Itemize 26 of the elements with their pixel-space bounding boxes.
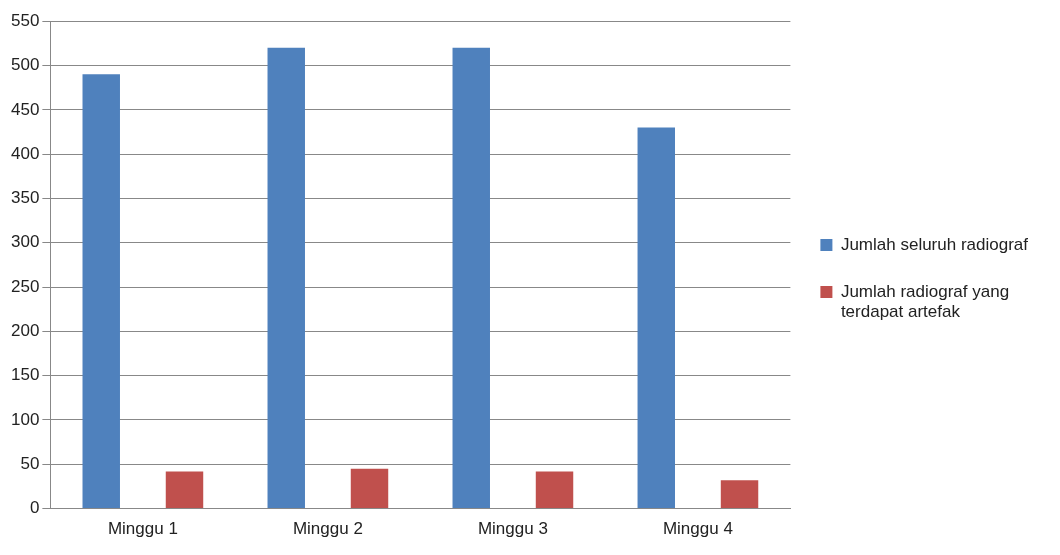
y-tick-label: 350 xyxy=(10,188,40,208)
y-tick-label: 250 xyxy=(10,276,40,296)
y-tick-label: 300 xyxy=(10,232,40,252)
y-tick-label: 150 xyxy=(10,365,40,385)
y-tick-label: 400 xyxy=(10,143,40,163)
legend-label: Jumlah seluruh radiograf xyxy=(840,234,1029,254)
bar xyxy=(165,471,204,509)
x-tick-label: Minggu 4 xyxy=(662,519,733,539)
y-tick-label: 550 xyxy=(10,10,40,30)
y-tick-label: 450 xyxy=(10,99,40,119)
y-tick-label: 50 xyxy=(20,453,40,473)
bar xyxy=(452,47,490,509)
bar xyxy=(535,471,574,509)
bar xyxy=(267,47,305,509)
bar xyxy=(720,480,759,509)
bar xyxy=(637,127,675,509)
x-tick-label: Minggu 1 xyxy=(107,519,178,539)
x-tick-label: Minggu 2 xyxy=(292,519,363,539)
x-tick-label: Minggu 3 xyxy=(477,519,548,539)
y-tick-label: 500 xyxy=(10,55,40,75)
y-tick-label: 100 xyxy=(10,409,40,429)
y-tick-label: 0 xyxy=(29,498,40,518)
legend-label: Jumlah radiograf yang terdapat artefak xyxy=(840,281,1010,322)
bar xyxy=(350,468,389,509)
y-tick-label: 200 xyxy=(10,321,40,341)
bar xyxy=(82,74,120,509)
